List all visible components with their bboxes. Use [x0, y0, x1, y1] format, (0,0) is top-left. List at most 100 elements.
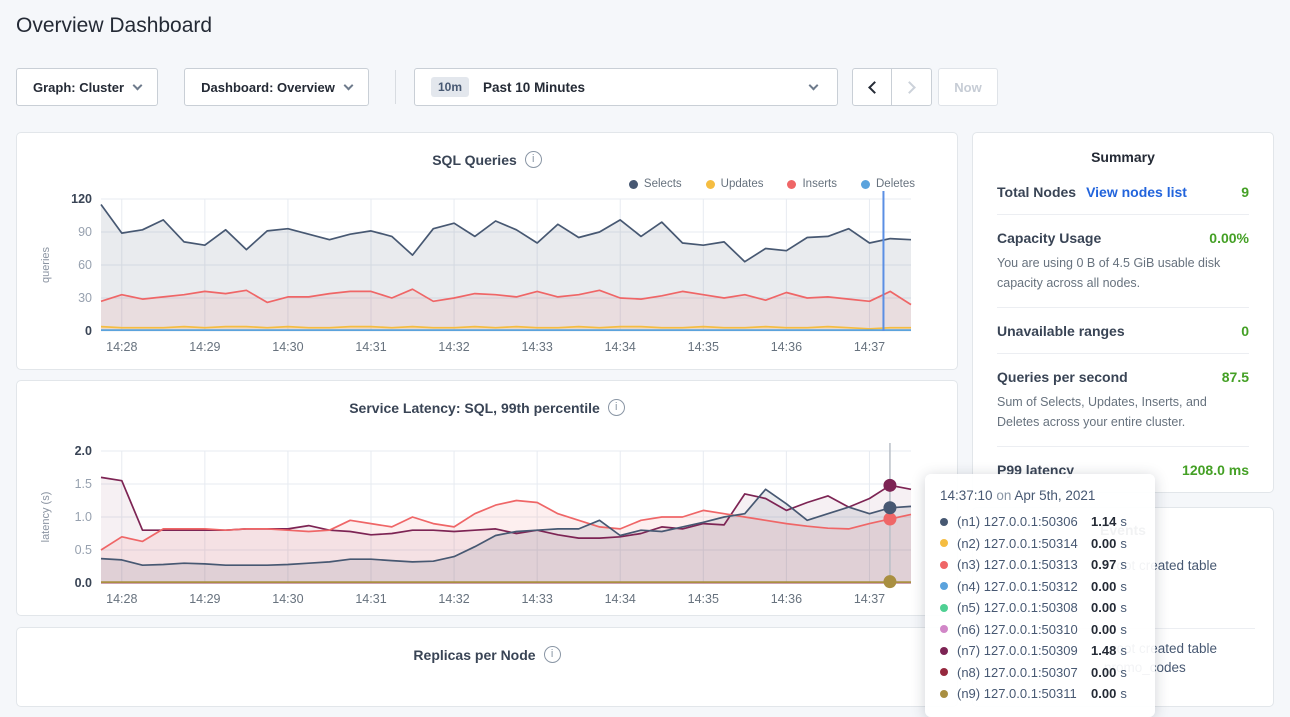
- tooltip-time: 14:37:10: [940, 488, 993, 503]
- time-range-dropdown[interactable]: 10m Past 10 Minutes: [414, 68, 838, 106]
- svg-text:14:28: 14:28: [106, 340, 137, 354]
- replicas-per-node-title: Replicas per Node: [17, 646, 957, 663]
- service-latency-chart[interactable]: 0.00.51.01.52.014:2814:2914:3014:3114:32…: [23, 441, 953, 615]
- summary-value: 0: [1241, 323, 1249, 339]
- service-latency-title-text: Service Latency: SQL, 99th percentile: [349, 400, 600, 416]
- svg-text:14:31: 14:31: [355, 592, 386, 606]
- summary-label: Unavailable ranges: [997, 323, 1125, 339]
- node-latency-unit: s: [1120, 600, 1127, 615]
- service-latency-chart-card: Service Latency: SQL, 99th percentile 0.…: [16, 380, 958, 616]
- node-address: (n1) 127.0.0.1:50306: [957, 514, 1091, 529]
- node-latency-unit: s: [1120, 665, 1127, 680]
- node-latency-value: 0.00: [1091, 665, 1116, 680]
- tooltip-on: on: [996, 488, 1011, 503]
- node-latency-unit: s: [1120, 643, 1127, 658]
- svg-text:latency (s): latency (s): [40, 492, 52, 543]
- svg-text:14:35: 14:35: [688, 592, 719, 606]
- svg-text:14:32: 14:32: [438, 592, 469, 606]
- summary-row-capacity-usage: Capacity Usage0.00%You are using 0 B of …: [997, 215, 1249, 308]
- tooltip-node-row: (n7) 127.0.0.1:503091.48 s: [940, 640, 1141, 662]
- node-color-dot: [940, 604, 948, 612]
- info-icon[interactable]: [544, 646, 561, 663]
- node-color-dot: [940, 561, 948, 569]
- summary-value: 9: [1241, 184, 1249, 200]
- info-icon[interactable]: [525, 151, 542, 168]
- tooltip-node-row: (n8) 127.0.0.1:503070.00 s: [940, 662, 1141, 684]
- sql-queries-chart[interactable]: 030609012014:2814:2914:3014:3114:3214:33…: [23, 189, 953, 363]
- node-address: (n7) 127.0.0.1:50309: [957, 643, 1091, 658]
- replicas-per-node-chart-card: Replicas per Node: [16, 627, 958, 707]
- tooltip-node-row: (n3) 127.0.0.1:503130.97 s: [940, 554, 1141, 576]
- legend-dot: [706, 180, 715, 189]
- summary-label: Capacity Usage: [997, 230, 1101, 246]
- replicas-per-node-title-text: Replicas per Node: [413, 647, 535, 663]
- svg-text:14:37: 14:37: [854, 340, 885, 354]
- time-forward-button[interactable]: [892, 69, 931, 105]
- chevron-down-icon: [133, 80, 143, 90]
- legend-dot: [629, 180, 638, 189]
- node-latency-unit: s: [1120, 514, 1127, 529]
- summary-description: You are using 0 B of 4.5 GiB usable disk…: [997, 253, 1249, 293]
- node-latency-value: 1.14: [1091, 514, 1116, 529]
- time-step-buttons: [852, 68, 932, 106]
- svg-text:0.0: 0.0: [75, 576, 92, 590]
- chevron-down-icon: [809, 80, 819, 90]
- now-button[interactable]: Now: [938, 68, 998, 106]
- dashboard-dropdown[interactable]: Dashboard: Overview: [184, 68, 369, 106]
- time-back-button[interactable]: [853, 69, 892, 105]
- dashboard-dropdown-label: Dashboard: Overview: [201, 80, 335, 95]
- summary-label: Total Nodes: [997, 184, 1076, 200]
- legend-dot: [861, 180, 870, 189]
- svg-text:14:28: 14:28: [106, 592, 137, 606]
- svg-text:14:30: 14:30: [272, 340, 303, 354]
- now-button-label: Now: [954, 80, 981, 95]
- node-latency-value: 0.00: [1091, 600, 1116, 615]
- time-range-label: Past 10 Minutes: [483, 80, 585, 95]
- node-color-dot: [940, 625, 948, 633]
- svg-text:14:29: 14:29: [189, 340, 220, 354]
- svg-text:1.0: 1.0: [75, 510, 92, 524]
- svg-text:1.5: 1.5: [75, 477, 92, 491]
- node-color-dot: [940, 690, 948, 698]
- svg-text:0: 0: [85, 324, 92, 338]
- view-nodes-list-link[interactable]: View nodes list: [1086, 184, 1187, 200]
- node-address: (n3) 127.0.0.1:50313: [957, 557, 1091, 572]
- node-latency-unit: s: [1120, 579, 1127, 594]
- info-icon[interactable]: [608, 399, 625, 416]
- tooltip-node-row: (n4) 127.0.0.1:503120.00 s: [940, 576, 1141, 598]
- svg-text:14:33: 14:33: [522, 592, 553, 606]
- node-latency-value: 0.00: [1091, 579, 1116, 594]
- svg-text:120: 120: [71, 192, 92, 206]
- node-latency-value: 1.48: [1091, 643, 1116, 658]
- node-address: (n4) 127.0.0.1:50312: [957, 579, 1091, 594]
- summary-rows: Total Nodes View nodes list 9 Capacity Usag…: [997, 169, 1249, 492]
- tooltip-node-row: (n5) 127.0.0.1:503080.00 s: [940, 597, 1141, 619]
- tooltip-rows: (n1) 127.0.0.1:503061.14 s (n2) 127.0.0.1:…: [940, 511, 1141, 705]
- svg-text:2.0: 2.0: [75, 444, 92, 458]
- svg-text:60: 60: [78, 258, 92, 272]
- node-color-dot: [940, 518, 948, 526]
- svg-text:14:32: 14:32: [438, 340, 469, 354]
- summary-title: Summary: [997, 149, 1249, 165]
- tooltip-node-row: (n1) 127.0.0.1:503061.14 s: [940, 511, 1141, 533]
- summary-label: Queries per second: [997, 369, 1128, 385]
- node-latency-unit: s: [1120, 557, 1127, 572]
- node-latency-value: 0.97: [1091, 557, 1116, 572]
- svg-text:14:33: 14:33: [522, 340, 553, 354]
- svg-text:30: 30: [78, 291, 92, 305]
- node-address: (n5) 127.0.0.1:50308: [957, 600, 1091, 615]
- tooltip-node-row: (n2) 127.0.0.1:503140.00s: [940, 533, 1141, 555]
- summary-row-queries-per-second: Queries per second87.5Sum of Selects, Up…: [997, 354, 1249, 447]
- node-address: (n8) 127.0.0.1:50307: [957, 665, 1091, 680]
- svg-text:90: 90: [78, 225, 92, 239]
- graph-dropdown[interactable]: Graph: Cluster: [16, 68, 158, 106]
- graph-dropdown-label: Graph: Cluster: [33, 80, 124, 95]
- svg-text:14:34: 14:34: [605, 592, 636, 606]
- chevron-down-icon: [343, 80, 353, 90]
- service-latency-title: Service Latency: SQL, 99th percentile: [17, 399, 957, 416]
- svg-text:14:36: 14:36: [771, 592, 802, 606]
- legend-dot: [787, 180, 796, 189]
- svg-text:14:29: 14:29: [189, 592, 220, 606]
- summary-description: Sum of Selects, Updates, Inserts, and De…: [997, 392, 1249, 432]
- tooltip-date: Apr 5th, 2021: [1014, 488, 1095, 503]
